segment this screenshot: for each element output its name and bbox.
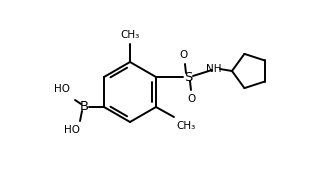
Text: CH₃: CH₃ xyxy=(120,30,140,40)
Text: B: B xyxy=(79,100,89,114)
Text: O: O xyxy=(180,50,188,60)
Text: O: O xyxy=(188,94,196,104)
Text: HO: HO xyxy=(54,84,70,94)
Text: HO: HO xyxy=(64,125,80,135)
Text: NH: NH xyxy=(206,64,222,74)
Text: S: S xyxy=(184,71,192,83)
Text: CH₃: CH₃ xyxy=(176,121,195,131)
